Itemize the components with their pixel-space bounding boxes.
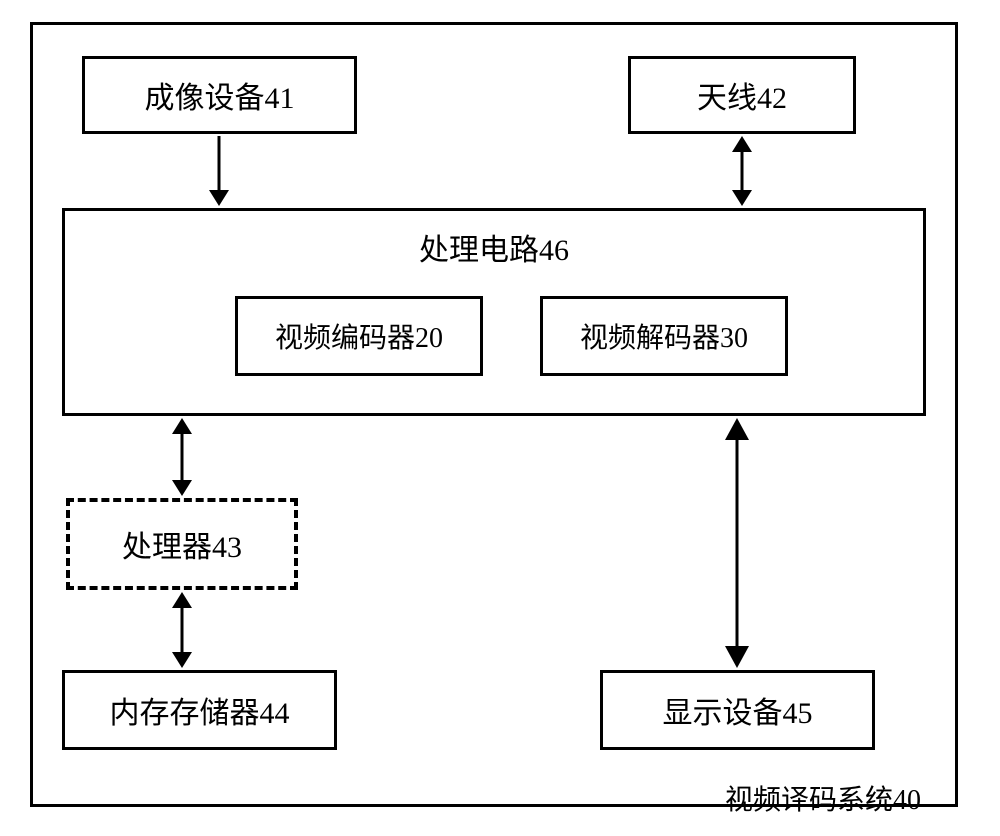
node-processor: 处理器43 bbox=[66, 498, 298, 590]
node-processing-circuit: 处理电路46 bbox=[62, 208, 926, 416]
node-label: 视频解码器30 bbox=[580, 316, 748, 356]
node-imaging-device: 成像设备41 bbox=[82, 56, 357, 134]
node-memory: 内存存储器44 bbox=[62, 670, 337, 750]
node-label: 内存存储器44 bbox=[110, 688, 290, 732]
node-label: 视频编码器20 bbox=[275, 316, 443, 356]
node-display-device: 显示设备45 bbox=[600, 670, 875, 750]
node-video-decoder: 视频解码器30 bbox=[540, 296, 788, 376]
node-antenna: 天线42 bbox=[628, 56, 856, 134]
node-label: 处理电路46 bbox=[419, 225, 569, 269]
system-label: 视频译码系统40 bbox=[725, 778, 921, 818]
node-label: 处理器43 bbox=[122, 522, 242, 566]
diagram-canvas: 成像设备41 天线42 处理电路46 视频编码器20 视频解码器30 处理器43… bbox=[0, 0, 1000, 836]
system-label-text: 视频译码系统40 bbox=[725, 785, 921, 816]
node-label: 天线42 bbox=[697, 73, 787, 117]
node-label: 成像设备41 bbox=[145, 73, 295, 117]
node-label: 显示设备45 bbox=[663, 688, 813, 732]
node-video-encoder: 视频编码器20 bbox=[235, 296, 483, 376]
